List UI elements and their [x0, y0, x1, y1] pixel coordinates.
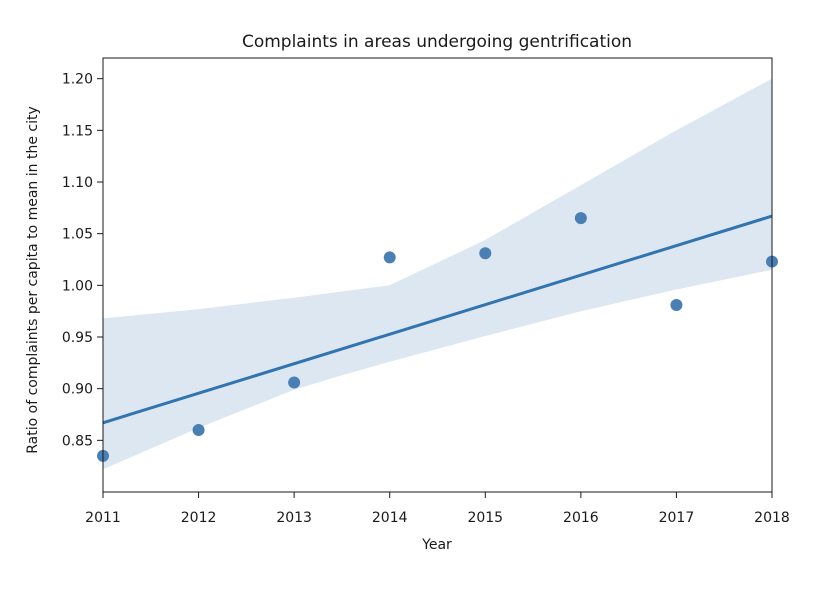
regression-line-layer	[102, 214, 773, 425]
x-tick-label: 2014	[372, 510, 408, 526]
y-axis-label: Ratio of complaints per capita to mean i…	[25, 106, 41, 454]
y-tick-label: 1.20	[62, 72, 93, 88]
data-point	[574, 212, 587, 225]
y-tick-label: 0.95	[62, 330, 93, 346]
confidence-band	[103, 78, 772, 470]
x-tick-label: 2016	[563, 510, 599, 526]
data-point	[479, 247, 492, 260]
x-tick-label: 2017	[659, 510, 695, 526]
y-tick-label: 1.10	[62, 175, 93, 191]
axes-layer: 2011 2012 2013 2014 2015 2016 2017 2018 0.85 0.90…	[62, 57, 790, 526]
regression-line	[102, 214, 773, 425]
x-tick-label: 2012	[181, 510, 217, 526]
confidence-band-layer	[103, 78, 772, 470]
data-point	[383, 251, 396, 264]
y-tick-label: 0.90	[62, 382, 93, 398]
x-tick-label: 2013	[276, 510, 312, 526]
x-tick-label: 2011	[85, 510, 121, 526]
data-point	[288, 376, 301, 389]
plot-frame	[102, 57, 773, 493]
x-tick-label: 2018	[754, 510, 790, 526]
y-tick-label: 1.15	[62, 123, 93, 139]
y-tick-label: 1.05	[62, 227, 93, 243]
x-tick-label: 2015	[467, 510, 503, 526]
x-axis-label: Year	[421, 537, 452, 553]
y-tick-label: 1.00	[62, 278, 93, 294]
chart-title: Complaints in areas undergoing gentrific…	[242, 32, 632, 52]
y-tick-label: 0.85	[62, 433, 93, 449]
data-point	[670, 298, 683, 311]
data-point	[192, 424, 205, 436]
